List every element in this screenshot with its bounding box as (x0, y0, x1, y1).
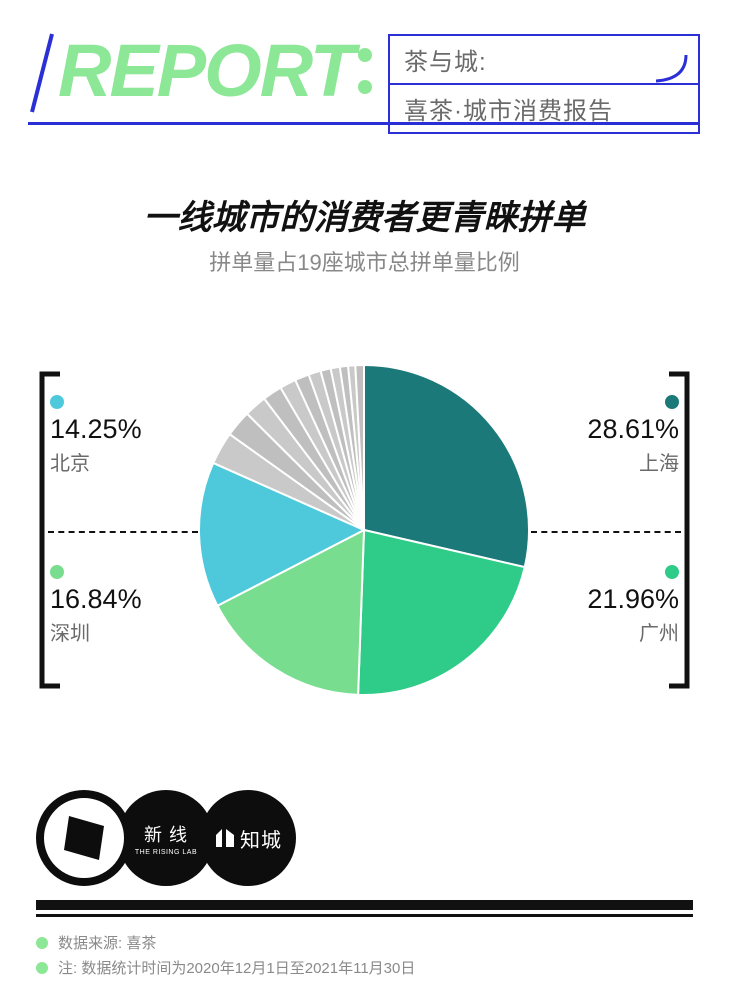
callout-dot (50, 395, 64, 409)
chart-callout: 16.84%深圳 (50, 565, 200, 646)
footer-bar-thick (36, 900, 693, 910)
header-sub-line1: 茶与城: (390, 36, 698, 83)
footer-note-row: 注: 数据统计时间为2020年12月1日至2021年11月30日 (36, 957, 415, 978)
callout-percent: 16.84% (50, 585, 200, 615)
callout-city: 广州 (529, 617, 679, 646)
callout-city: 上海 (529, 447, 679, 476)
main-title: 一线城市的消费者更青睐拼单 (0, 190, 729, 239)
callout-dot (50, 565, 64, 579)
logo-2: 新 线 THE RISING LAB (118, 790, 214, 886)
chart-callout: 21.96%广州 (529, 565, 679, 646)
header-underline (28, 122, 700, 125)
footer-bar-thin (36, 914, 693, 917)
logo-2-subtext: THE RISING LAB (135, 849, 197, 856)
colon-dots (358, 30, 372, 112)
footer-note1: 数据来源: 喜茶 (58, 932, 156, 953)
callout-city: 北京 (50, 447, 200, 476)
logo-3-icon (214, 827, 236, 849)
callout-city: 深圳 (50, 617, 200, 646)
callout-percent: 28.61% (529, 415, 679, 445)
header-sub-box: 茶与城: 喜茶·城市消费报告 (388, 34, 700, 134)
report-title: REPORT (58, 34, 353, 108)
header-slash-icon (28, 32, 56, 114)
logo-3-text: 知城 (240, 824, 282, 853)
bullet-icon (36, 962, 48, 974)
header-sub-line1-text: 茶与城: (404, 49, 487, 76)
footer-note-row: 数据来源: 喜茶 (36, 932, 415, 953)
header-curl-icon (648, 53, 688, 83)
chart-callout: 14.25%北京 (50, 395, 200, 476)
report-header: REPORT 茶与城: 喜茶·城市消费报告 (28, 30, 701, 120)
logo-1 (36, 790, 132, 886)
footer-notes: 数据来源: 喜茶 注: 数据统计时间为2020年12月1日至2021年11月30… (36, 928, 415, 982)
callout-percent: 21.96% (529, 585, 679, 615)
logo-2-text: 新 线 (144, 821, 188, 847)
pie-chart-area: 28.61%上海 21.96%广州 14.25%北京 16.84%深圳 (0, 300, 729, 760)
callout-percent: 14.25% (50, 415, 200, 445)
callout-dot (665, 395, 679, 409)
footer-logos: 新 线 THE RISING LAB 知城 (36, 790, 282, 886)
pie-chart (0, 300, 729, 760)
bullet-icon (36, 937, 48, 949)
sub-title: 拼单量占19座城市总拼单量比例 (0, 245, 729, 277)
callout-dot (665, 565, 679, 579)
logo-3: 知城 (200, 790, 296, 886)
chart-callout: 28.61%上海 (529, 395, 679, 476)
logo-1-icon (54, 808, 114, 868)
footer-note2: 注: 数据统计时间为2020年12月1日至2021年11月30日 (58, 957, 415, 978)
